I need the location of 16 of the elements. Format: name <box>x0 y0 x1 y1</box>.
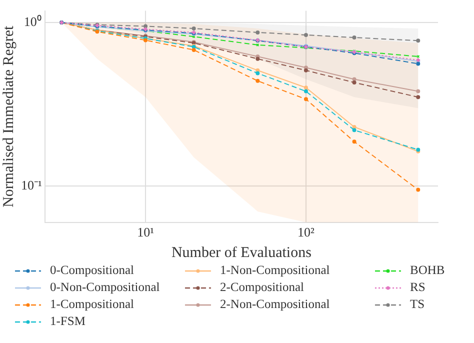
legend-label: BOHB <box>410 263 445 278</box>
legend-label: 2-Non-Compositional <box>220 297 330 312</box>
legend-label: RS <box>410 280 426 295</box>
x-tick-label: 10¹ <box>137 224 154 240</box>
legend-label: 1-Compositional <box>50 297 134 312</box>
x-tick-label: 10² <box>298 224 315 240</box>
y-tick-label: 10⁻¹ <box>20 178 42 193</box>
legend-label: 0-Non-Compositional <box>50 280 160 295</box>
y-tick-label: 10⁰ <box>24 14 42 29</box>
legend-label: TS <box>410 297 425 312</box>
legend-label: 0-Compositional <box>50 263 134 278</box>
legend-label: 1-FSM <box>50 314 86 329</box>
y-axis-title: Normalised Immediate Regret <box>0 24 17 208</box>
x-axis-title: Number of Evaluations <box>171 244 312 261</box>
legend-label: 1-Non-Compositional <box>220 263 330 278</box>
legend-label: 2-Compositional <box>220 280 304 295</box>
